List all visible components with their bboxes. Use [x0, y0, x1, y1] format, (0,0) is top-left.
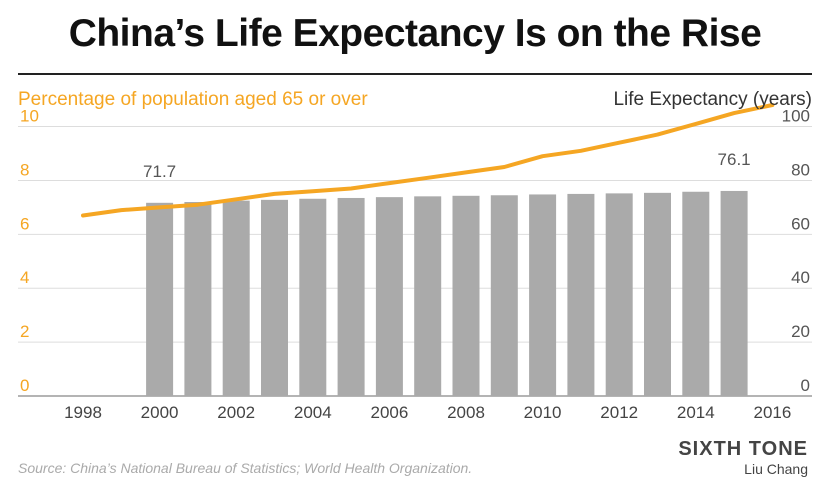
- bar: [529, 194, 557, 396]
- right-tick-label: 100: [782, 107, 810, 126]
- bar: [682, 191, 710, 396]
- source-note: Source: China’s National Bureau of Stati…: [18, 460, 473, 476]
- right-tick-label: 0: [801, 376, 810, 395]
- x-tick-label: 2006: [370, 403, 408, 422]
- right-tick-label: 20: [791, 322, 810, 341]
- bar: [605, 193, 633, 396]
- chart-title: China’s Life Expectancy Is on the Rise: [68, 12, 762, 55]
- bar: [644, 192, 671, 396]
- population-65-line: [81, 103, 775, 218]
- bar: [146, 202, 174, 396]
- bar: [261, 199, 288, 396]
- x-tick-label: 2000: [141, 403, 179, 422]
- brand-logo: SIXTH TONE: [678, 438, 808, 460]
- author-credit: Liu Chang: [744, 461, 808, 477]
- bar: [375, 197, 403, 396]
- bar: [490, 195, 518, 396]
- bar: [299, 198, 327, 396]
- left-tick-label: 2: [20, 322, 29, 341]
- right-axis-label: Life Expectancy (years): [613, 89, 812, 110]
- right-tick-label: 40: [791, 268, 810, 287]
- bar: [414, 196, 442, 396]
- bar: [222, 200, 250, 396]
- bar: [337, 197, 365, 396]
- bar: [452, 195, 480, 396]
- x-tick-label: 2010: [524, 403, 562, 422]
- left-tick-label: 10: [20, 107, 39, 126]
- x-tick-label: 1998: [64, 403, 102, 422]
- left-tick-label: 8: [20, 160, 29, 179]
- bar: [184, 202, 212, 396]
- x-tick-label: 2014: [677, 403, 715, 422]
- bar: [567, 193, 595, 396]
- title-divider: [18, 73, 812, 75]
- left-axis-label: Percentage of population aged 65 or over: [18, 89, 368, 110]
- x-tick-label: 2004: [294, 403, 332, 422]
- x-tick-label: 2002: [217, 403, 255, 422]
- bar: [720, 190, 748, 396]
- x-tick-label: 2016: [753, 403, 791, 422]
- right-tick-label: 60: [791, 214, 810, 233]
- x-tick-label: 2012: [600, 403, 638, 422]
- bar-data-label: 76.1: [718, 150, 751, 169]
- x-tick-label: 2008: [447, 403, 485, 422]
- bar-data-label: 71.7: [143, 162, 176, 181]
- right-tick-label: 80: [791, 160, 810, 179]
- left-tick-label: 4: [20, 268, 29, 287]
- left-tick-label: 0: [20, 376, 29, 395]
- left-tick-label: 6: [20, 214, 29, 233]
